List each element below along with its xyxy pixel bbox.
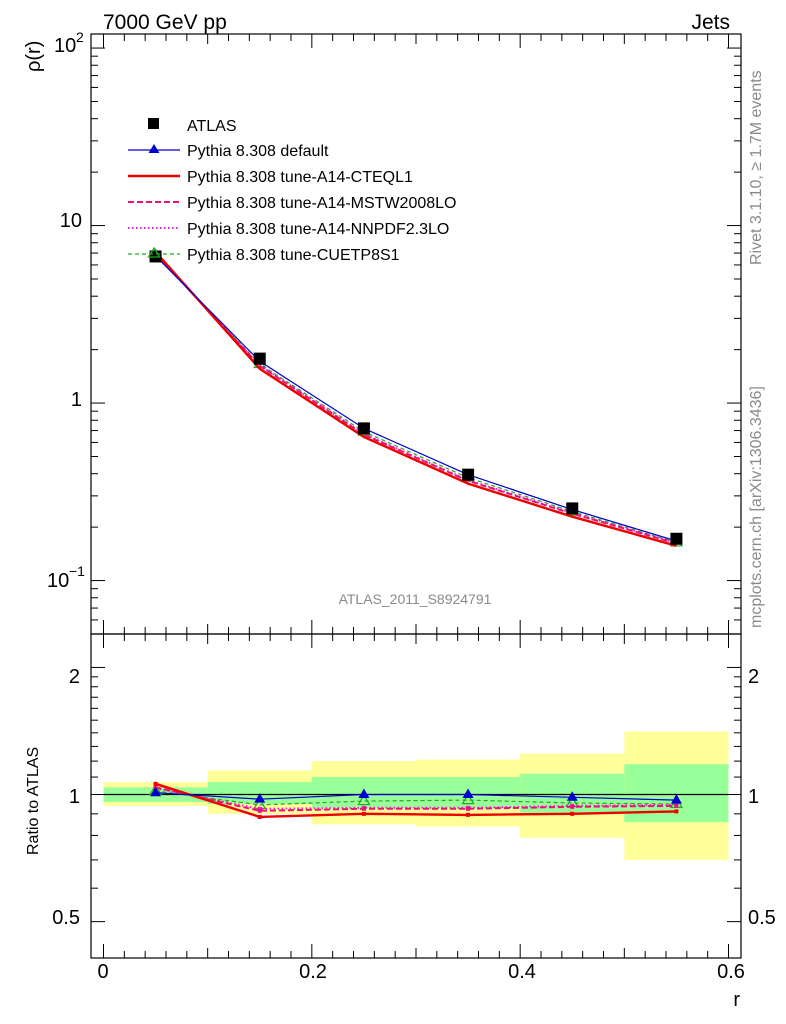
ratio-series-default-line [155,792,677,801]
svg-text:Pythia 8.308 tune-A14-CTEQL1: Pythia 8.308 tune-A14-CTEQL1 [187,169,413,186]
xtick-label-0.2: 0.2 [299,961,327,983]
main-ytick-label-100: 10 2 [54,29,84,57]
ratio-series-default-point-5 [670,794,682,804]
ratio-series-cuetp8s1-point-3 [461,792,475,805]
main-series-mstw-line [154,252,677,545]
legend-item-nnpdf: Pythia 8.308 tune-A14-NNPDF2.3LO [128,221,449,238]
ratio-series-cteql1-point-3 [466,812,471,817]
ratio-series-cuetp8s1-point-2 [357,793,371,806]
legend-item-mstw: Pythia 8.308 tune-A14-MSTW2008LO [128,195,456,212]
ratio-series-cteql1-point-2 [361,811,366,816]
legend-item-cuetp8s1: Pythia 8.308 tune-CUETP8S1 [128,246,400,264]
ratio-series-default-point-2 [358,788,370,799]
legend-marker-default [148,144,160,153]
rivet-label: Rivet 3.1.10, ≥ 1.7M events [748,70,765,265]
x-axis-label: r [733,989,740,1011]
legend-marker-cuetp8s1 [147,246,161,258]
ratio-series-cteql1-point-5 [674,809,679,814]
main-atlas-point-5 [670,532,683,545]
ratio-ytick-label-2: 2 [69,666,80,688]
ratio-series-mstw-point-2 [361,806,366,811]
ratio-series-default-point-3 [462,788,474,799]
main-atlas-point-2 [357,422,370,435]
main-ytick-label-10: 10 [60,210,82,232]
ratio-series-default-point-1 [254,793,266,803]
main-ytick-label-1: 1 [71,389,82,411]
main-series-nnpdf-line [154,253,677,544]
svg-text:Pythia 8.308 tune-A14-NNPDF2.3: Pythia 8.308 tune-A14-NNPDF2.3LO [187,221,449,238]
ratio-series-cteql1-point-0 [153,781,158,786]
header-right: Jets [691,11,730,34]
ratio-series-mstw-point-5 [674,803,679,808]
ratio-band-stat-5 [624,764,729,823]
main-series-default-line [155,255,677,542]
ratio-series-mstw-point-1 [257,808,262,813]
main-series-cteql1-line [154,251,677,547]
ratio-series-default-point-4 [566,791,578,801]
main-atlas-point-4 [566,502,579,515]
main-ytick-label-0.1: 10 −1 [47,563,85,592]
legend-item-cteql1: Pythia 8.308 tune-A14-CTEQL1 [128,169,413,186]
legend-item-default: Pythia 8.308 default [128,143,329,160]
ratio-ytick-label-1: 1 [69,786,80,808]
svg-text:10: 10 [47,570,69,592]
svg-text:10: 10 [54,35,76,57]
main-ylabel: ρ(r) [23,41,45,72]
svg-text:Pythia 8.308 default: Pythia 8.308 default [187,143,329,160]
svg-text:−1: −1 [69,563,85,579]
ratio-ytick-label-right-0.5: 0.5 [748,907,776,929]
legend: ATLAS Pythia 8.308 default Pythia 8.308 … [128,118,456,264]
main-atlas-point-1 [253,352,266,365]
svg-text:Pythia 8.308 tune-A14-MSTW2008: Pythia 8.308 tune-A14-MSTW2008LO [187,195,456,212]
main-series-cuetp8s1-line [155,254,677,543]
xtick-label-0.6: 0.6 [717,961,745,983]
mcplots-label: mcplots.cern.ch [arXiv:1306.3436] [748,386,765,628]
legend-item-atlas: ATLAS [148,118,237,135]
ratio-ytick-label-0.5: 0.5 [52,907,80,929]
ratio-ytick-label-right-1: 1 [748,786,759,808]
header-left: 7000 GeV pp [103,11,227,34]
ratio-series-default-point-0 [150,786,162,797]
ratio-ylabel: Ratio to ATLAS [25,747,42,855]
svg-text:2: 2 [76,29,84,45]
svg-text:Pythia 8.308 tune-CUETP8S1: Pythia 8.308 tune-CUETP8S1 [187,247,400,264]
ratio-series-cteql1-line [155,782,677,819]
ratio-series-cteql1-point-1 [257,814,262,819]
svg-text:ATLAS: ATLAS [187,118,237,135]
ratio-series-mstw-line [155,786,677,812]
xtick-label-0: 0 [97,961,108,983]
main-atlas-point-3 [462,468,475,481]
xtick-label-0.4: 0.4 [508,961,536,983]
watermark-label: ATLAS_2011_S8924791 [339,591,492,607]
ratio-series-cuetp8s1-line [155,790,677,806]
ratio-series-mstw-point-3 [466,806,471,811]
ratio-series-mstw-point-4 [570,804,575,809]
legend-marker-atlas [148,118,159,129]
ratio-ytick-label-right-2: 2 [748,666,759,688]
ratio-series-cteql1-point-4 [570,811,575,816]
